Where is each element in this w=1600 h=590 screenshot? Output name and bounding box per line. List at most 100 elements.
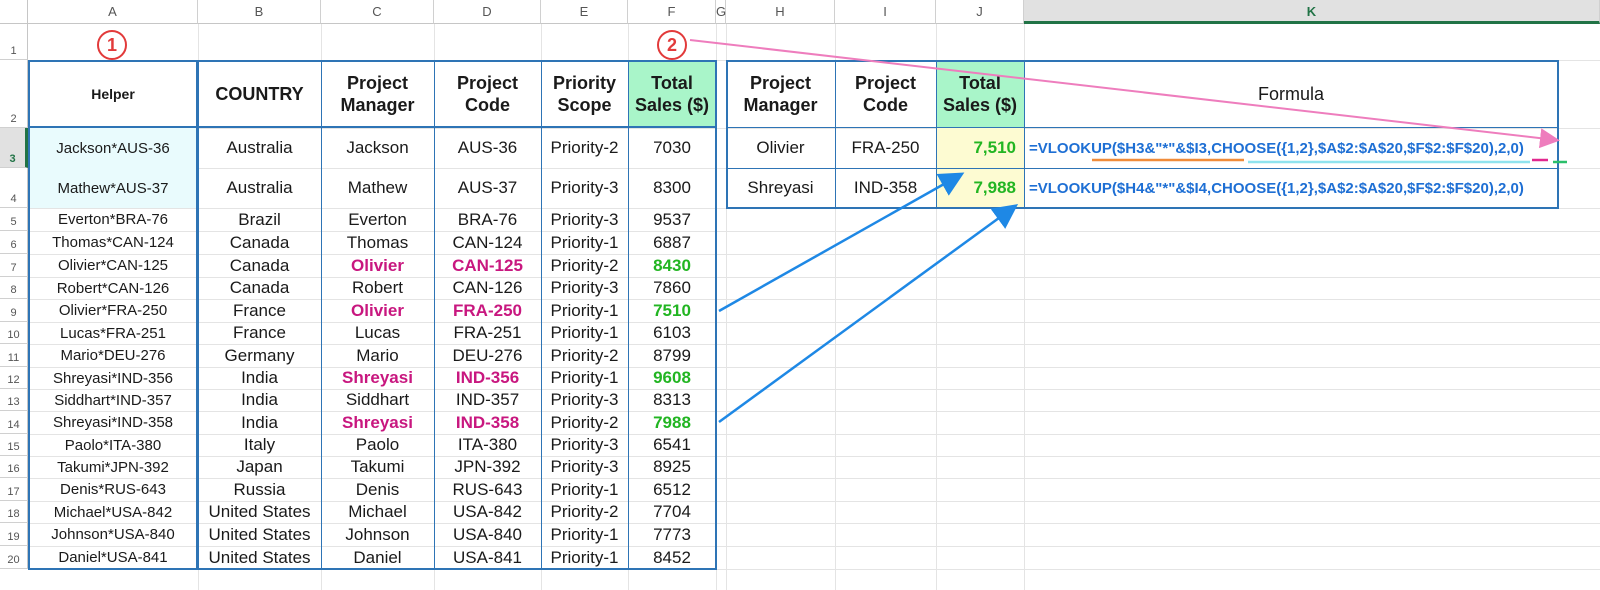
cell-manager[interactable]: Olivier [351,300,404,320]
result-cell-sales[interactable]: 7,510 [973,138,1016,157]
cell-sales[interactable]: 8799 [653,345,691,365]
result-cell-sales[interactable]: 7,988 [973,178,1016,197]
cell-code[interactable]: JPN-392 [454,457,521,476]
cell-country[interactable]: Russia [233,479,286,499]
formula-cell[interactable]: =VLOOKUP($H4&"*"&$I4,CHOOSE({1,2},$A$2:$… [1029,179,1524,197]
cell-helper[interactable]: Shreyasi*IND-358 [52,414,174,431]
row-header-15[interactable]: 15 [0,434,28,456]
cell-helper[interactable]: Thomas*CAN-124 [52,234,174,251]
column-header-c[interactable]: C [321,0,434,24]
cell-country[interactable]: France [233,323,286,342]
row-header-5[interactable]: 5 [0,208,28,231]
cell-sales[interactable]: 8430 [653,255,691,275]
cell-scope[interactable]: Priority-3 [550,178,619,197]
cell-helper[interactable]: Michael*USA-842 [53,503,173,521]
cell-country[interactable]: Canada [229,255,290,275]
cell-sales[interactable]: 8300 [653,178,691,197]
cell-manager[interactable]: Mario [356,345,399,365]
cell-country[interactable]: United States [208,524,311,544]
cell-scope[interactable]: Priority-1 [550,323,619,342]
column-header-a[interactable]: A [28,0,198,24]
cell-code[interactable]: FRA-250 [453,300,522,320]
cell-manager[interactable]: Denis [355,479,400,499]
select-all-corner[interactable] [0,0,28,24]
cell-sales[interactable]: 6887 [653,232,691,252]
cell-country[interactable]: United States [208,502,311,521]
cell-sales[interactable]: 6541 [653,435,691,454]
row-header-9[interactable]: 9 [0,299,28,322]
cell-scope[interactable]: Priority-3 [550,209,619,229]
cell-scope[interactable]: Priority-2 [550,502,619,521]
cell-sales[interactable]: 8925 [653,457,691,476]
cell-sales[interactable]: 6512 [653,479,691,499]
row-header-14[interactable]: 14 [0,411,28,434]
formula-cell[interactable]: =VLOOKUP($H3&"*"&$I3,CHOOSE({1,2},$A$2:$… [1029,139,1524,157]
cell-country[interactable]: Canada [229,232,290,252]
cell-scope[interactable]: Priority-1 [550,232,619,252]
column-header-d[interactable]: D [434,0,541,24]
cell-helper[interactable]: Jackson*AUS-36 [56,139,170,157]
cell-manager[interactable]: Jackson [346,138,409,157]
cell-scope[interactable]: Priority-2 [550,412,619,432]
column-header-j[interactable]: J [936,0,1024,24]
cell-country[interactable]: Italy [243,435,276,454]
cell-code[interactable]: USA-840 [453,524,522,544]
cell-scope[interactable]: Priority-1 [550,479,619,499]
row-header-6[interactable]: 6 [0,231,28,254]
cell-manager[interactable]: Johnson [345,524,410,544]
cell-sales[interactable]: 6103 [653,323,691,342]
cell-sales[interactable]: 7860 [653,278,691,297]
column-header-e[interactable]: E [541,0,628,24]
cell-scope[interactable]: Priority-3 [550,435,619,454]
cell-sales[interactable]: 8313 [653,390,691,409]
cell-manager[interactable]: Daniel [353,547,402,567]
cell-code[interactable]: DEU-276 [452,345,523,365]
cell-code[interactable]: IND-356 [455,368,520,387]
cell-country[interactable]: France [233,300,286,320]
header-helper[interactable]: Helper [91,86,135,102]
cell-manager[interactable]: Shreyasi [342,368,413,387]
result-cell-manager[interactable]: Olivier [756,138,805,157]
row-header-13[interactable]: 13 [0,389,28,411]
result-cell-code[interactable]: FRA-250 [851,138,920,157]
header-country[interactable]: COUNTRY [215,84,304,104]
cell-helper[interactable]: Mathew*AUS-37 [57,179,169,197]
row-header-8[interactable]: 8 [0,277,28,299]
cell-scope[interactable]: Priority-3 [550,390,619,409]
cell-helper[interactable]: Olivier*FRA-250 [58,302,168,319]
row-header-4[interactable]: 4 [0,168,28,208]
row-header-11[interactable]: 11 [0,344,28,367]
cell-manager[interactable]: Paolo [355,435,400,454]
cell-scope[interactable]: Priority-2 [550,345,619,365]
cell-code[interactable]: AUS-37 [457,178,518,197]
cell-helper[interactable]: Mario*DEU-276 [60,347,166,364]
cell-helper[interactable]: Johnson*USA-840 [51,526,175,543]
cell-manager[interactable]: Olivier [351,255,404,275]
cell-country[interactable]: Germany [224,345,295,365]
cell-manager[interactable]: Mathew [347,178,408,197]
cell-sales[interactable]: 7030 [653,138,691,157]
cell-helper[interactable]: Siddhart*IND-357 [54,391,172,409]
column-header-i[interactable]: I [835,0,936,24]
cell-sales[interactable]: 8452 [653,547,691,567]
row-header-12[interactable]: 12 [0,367,28,389]
cell-country[interactable]: India [241,390,278,409]
cell-helper[interactable]: Everton*BRA-76 [57,211,169,228]
cell-scope[interactable]: Priority-1 [550,547,619,567]
cell-code[interactable]: CAN-125 [452,255,523,275]
cell-country[interactable]: India [241,368,278,387]
header-code[interactable]: Project Code [456,73,519,115]
column-header-b[interactable]: B [198,0,321,24]
cell-code[interactable]: ITA-380 [457,435,518,454]
header-manager[interactable]: Project Manager [340,73,415,115]
cell-helper[interactable]: Daniel*USA-841 [58,549,168,566]
cell-code[interactable]: RUS-643 [452,479,523,499]
cell-sales[interactable]: 7510 [653,300,691,320]
row-header-3[interactable]: 3 [0,128,28,168]
row-header-20[interactable]: 20 [0,546,28,569]
cell-manager[interactable]: Thomas [346,232,409,252]
row-header-1[interactable]: 1 [0,24,28,60]
cell-manager[interactable]: Shreyasi [342,412,413,432]
cell-helper[interactable]: Robert*CAN-126 [56,279,170,297]
